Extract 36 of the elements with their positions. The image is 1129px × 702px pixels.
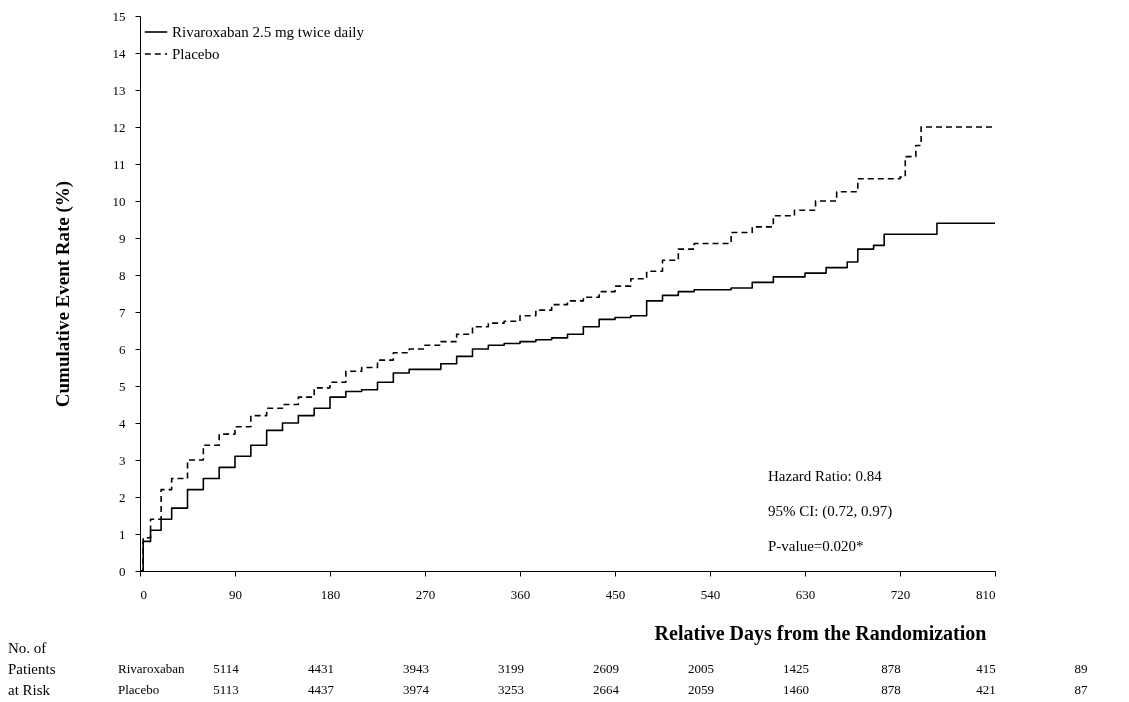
x-tick-label: 810: [976, 586, 996, 602]
x-axis-title: Relative Days from the Randomization: [654, 621, 987, 645]
x-tick-label: 540: [700, 586, 721, 602]
annotation: P-value=0.020*: [768, 538, 864, 555]
text: Placebo 5113 4437 3974 3253 2664 2059 1460 878 421 87: [118, 682, 1088, 697]
legend-label: Placebo: [172, 46, 220, 62]
x-tick-label: 630: [795, 586, 816, 602]
legend-label: Rivaroxaban 2.5 mg twice daily: [172, 24, 365, 40]
y-tick-label: 9: [119, 230, 126, 246]
y-tick-label: 6: [119, 341, 126, 357]
annotation: 95% CI: (0.72, 0.97): [768, 503, 893, 520]
y-tick-label: 7: [119, 304, 126, 320]
x-tick-label: 180: [320, 586, 341, 602]
y-tick-label: 3: [119, 452, 126, 468]
y-tick-label: 4: [119, 415, 126, 431]
y-tick-label: 15: [112, 8, 126, 24]
y-tick-label: 8: [119, 267, 126, 283]
y-tick-label: 2: [119, 489, 126, 505]
y-tick-label: 14: [112, 45, 126, 61]
y-tick-label: 13: [112, 82, 126, 98]
y-tick-label: 11: [112, 156, 126, 172]
x-tick-label: 720: [890, 586, 911, 602]
x-tick-label: 360: [510, 586, 531, 602]
y-tick-label: 0: [119, 563, 126, 579]
annotation: Hazard Ratio: 0.84: [768, 468, 882, 485]
y-tick-label: 1: [119, 526, 126, 542]
text: Rivaroxaban 5114 4431 3943 3199 2609 2005 1425 878 415 89: [118, 661, 1088, 676]
x-tick-label: 0: [140, 586, 147, 602]
text: No. of Patients at Risk: [8, 640, 56, 699]
y-tick-label: 5: [119, 378, 126, 394]
y-tick-label: 10: [112, 193, 126, 209]
x-tick-label: 90: [229, 586, 242, 602]
x-tick-label: 450: [605, 586, 626, 602]
y-tick-label: 12: [112, 119, 126, 135]
y-axis-title: Cumulative Event Rate (%): [51, 180, 74, 408]
x-tick-label: 270: [415, 586, 436, 602]
